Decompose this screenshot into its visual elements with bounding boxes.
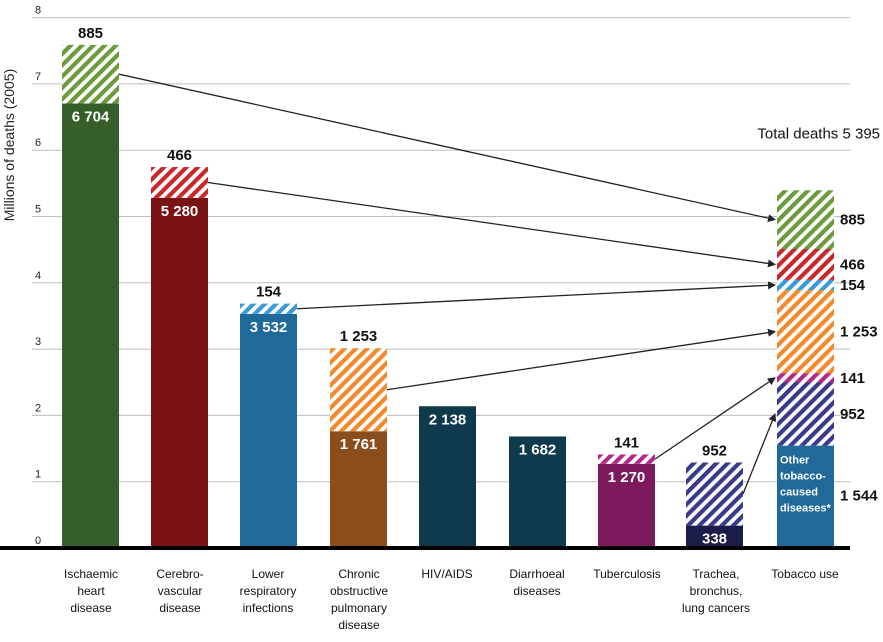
arrow [386,328,776,391]
bar-trachea-bronchus-lung-cancers-tobacco [686,462,743,526]
total-deaths-label: Total deaths 5 395 [757,125,880,142]
tobacco-bar-other [777,445,834,548]
arrows [118,73,777,495]
category-label: Lower [252,567,285,581]
bar-ischaemic-heart-disease-tobacco [62,44,119,104]
other-diseases-label: diseases* [780,503,831,515]
category-label: Ischaemic [64,567,118,581]
other-diseases-label: Other [780,455,810,467]
tobacco-segment-label: 885 [840,212,865,229]
arrow [654,377,776,460]
base-value-label: 1 761 [340,436,378,453]
tobacco-bar-cerebro-vascular-disease [777,248,834,280]
other-diseases-label: caused [780,487,818,499]
category-label: pulmonary [331,601,387,615]
category-label: heart [77,584,105,598]
bar-hiv-aids-base [419,406,476,548]
bar-cerebro-vascular-disease-tobacco [151,167,208,198]
arrow [742,413,777,495]
category-label: vascular [158,584,203,598]
tobacco-segment-label: 466 [840,256,865,273]
arrow [118,73,776,223]
category-label: Tuberculosis [593,567,661,581]
bar-chronic-obstructive-pulmonary-disease-base [330,431,387,548]
tobacco-bar-tuberculosis [777,373,834,383]
tobacco-value-label: 1 253 [340,328,378,345]
category-label: bronchus, [690,584,743,598]
tobacco-bar-chronic-obstructive-pulmonary-disease [777,290,834,374]
bar-tuberculosis-tobacco [598,454,655,464]
other-diseases-label: tobacco- [780,471,826,483]
y-tick-label: 8 [35,5,41,17]
bar-cerebro-vascular-disease-base [151,197,208,548]
tobacco-segment-label: 141 [840,370,865,387]
labels: 885 6 704 Ischaemic heart disease 466 5 280 Cer… [64,25,880,632]
y-axis-label: Millions of deaths (2005) [1,69,17,222]
y-tick-label: 4 [35,270,41,282]
y-tick-label: 6 [35,137,41,149]
tobacco-bar-lower-respiratory-infections [777,279,834,291]
tobacco-value-label: 141 [614,434,639,451]
tobacco-segment-label: 952 [840,406,865,423]
bar-chronic-obstructive-pulmonary-disease-tobacco [330,348,387,432]
base-value-label: 5 280 [161,203,199,220]
base-value-label: 3 532 [250,319,288,336]
y-axis-ticks: 0 1 2 3 4 5 6 7 8 [35,5,41,547]
category-label: disease [159,601,201,615]
y-tick-label: 5 [35,204,41,216]
category-label: respiratory [240,584,297,598]
category-label: diseases [513,584,560,598]
bar-tuberculosis-base [598,463,655,548]
category-label: Trachea, [693,567,740,581]
tobacco-value-label: 952 [702,442,727,459]
base-value-label: 6 704 [72,109,110,126]
category-label: infections [243,601,294,615]
arrow [296,281,776,310]
tobacco-segment-label: 1 253 [840,324,878,341]
tobacco-value-label: 885 [78,25,103,42]
category-label: lung cancers [682,601,750,615]
category-label: disease [338,618,380,632]
y-tick-label: 3 [35,336,41,348]
y-tick-label: 1 [35,469,41,481]
base-value-label: 2 138 [429,411,467,428]
tobacco-value-label: 154 [256,284,282,301]
tobacco-bar-trachea-bronchus-lung-cancers [777,382,834,446]
bar-lower-respiratory-infections-base [240,313,297,548]
base-value-label: 1 682 [519,441,557,458]
category-label: Diarrhoeal [509,567,564,581]
category-label: HIV/AIDS [421,567,472,581]
bars [62,44,834,548]
category-label: Tobacco use [771,567,839,581]
category-label: Chronic [338,567,379,581]
y-tick-label: 2 [35,402,41,414]
category-label: obstructive [330,584,388,598]
y-tick-label: 7 [35,71,41,83]
arrow [207,181,776,268]
tobacco-segment-label: 1 544 [840,487,878,504]
tobacco-value-label: 466 [167,147,192,164]
tobacco-segment-label: 154 [840,277,866,294]
bar-trachea-bronchus-lung-cancers-base [686,525,743,548]
base-value-label: 1 270 [608,469,646,486]
base-value-label: 338 [702,531,727,548]
y-tick-label: 0 [35,535,41,547]
category-label: disease [70,601,112,615]
bar-diarrhoeal-diseases-base [509,436,566,548]
bar-lower-respiratory-infections-tobacco [240,303,297,314]
category-label: Cerebro- [156,567,203,581]
tobacco-bar-ischaemic-heart-disease [777,190,834,249]
bar-ischaemic-heart-disease-base [62,103,119,548]
